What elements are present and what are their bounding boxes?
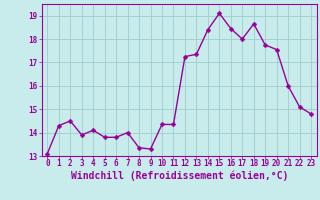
X-axis label: Windchill (Refroidissement éolien,°C): Windchill (Refroidissement éolien,°C) [70, 171, 288, 181]
